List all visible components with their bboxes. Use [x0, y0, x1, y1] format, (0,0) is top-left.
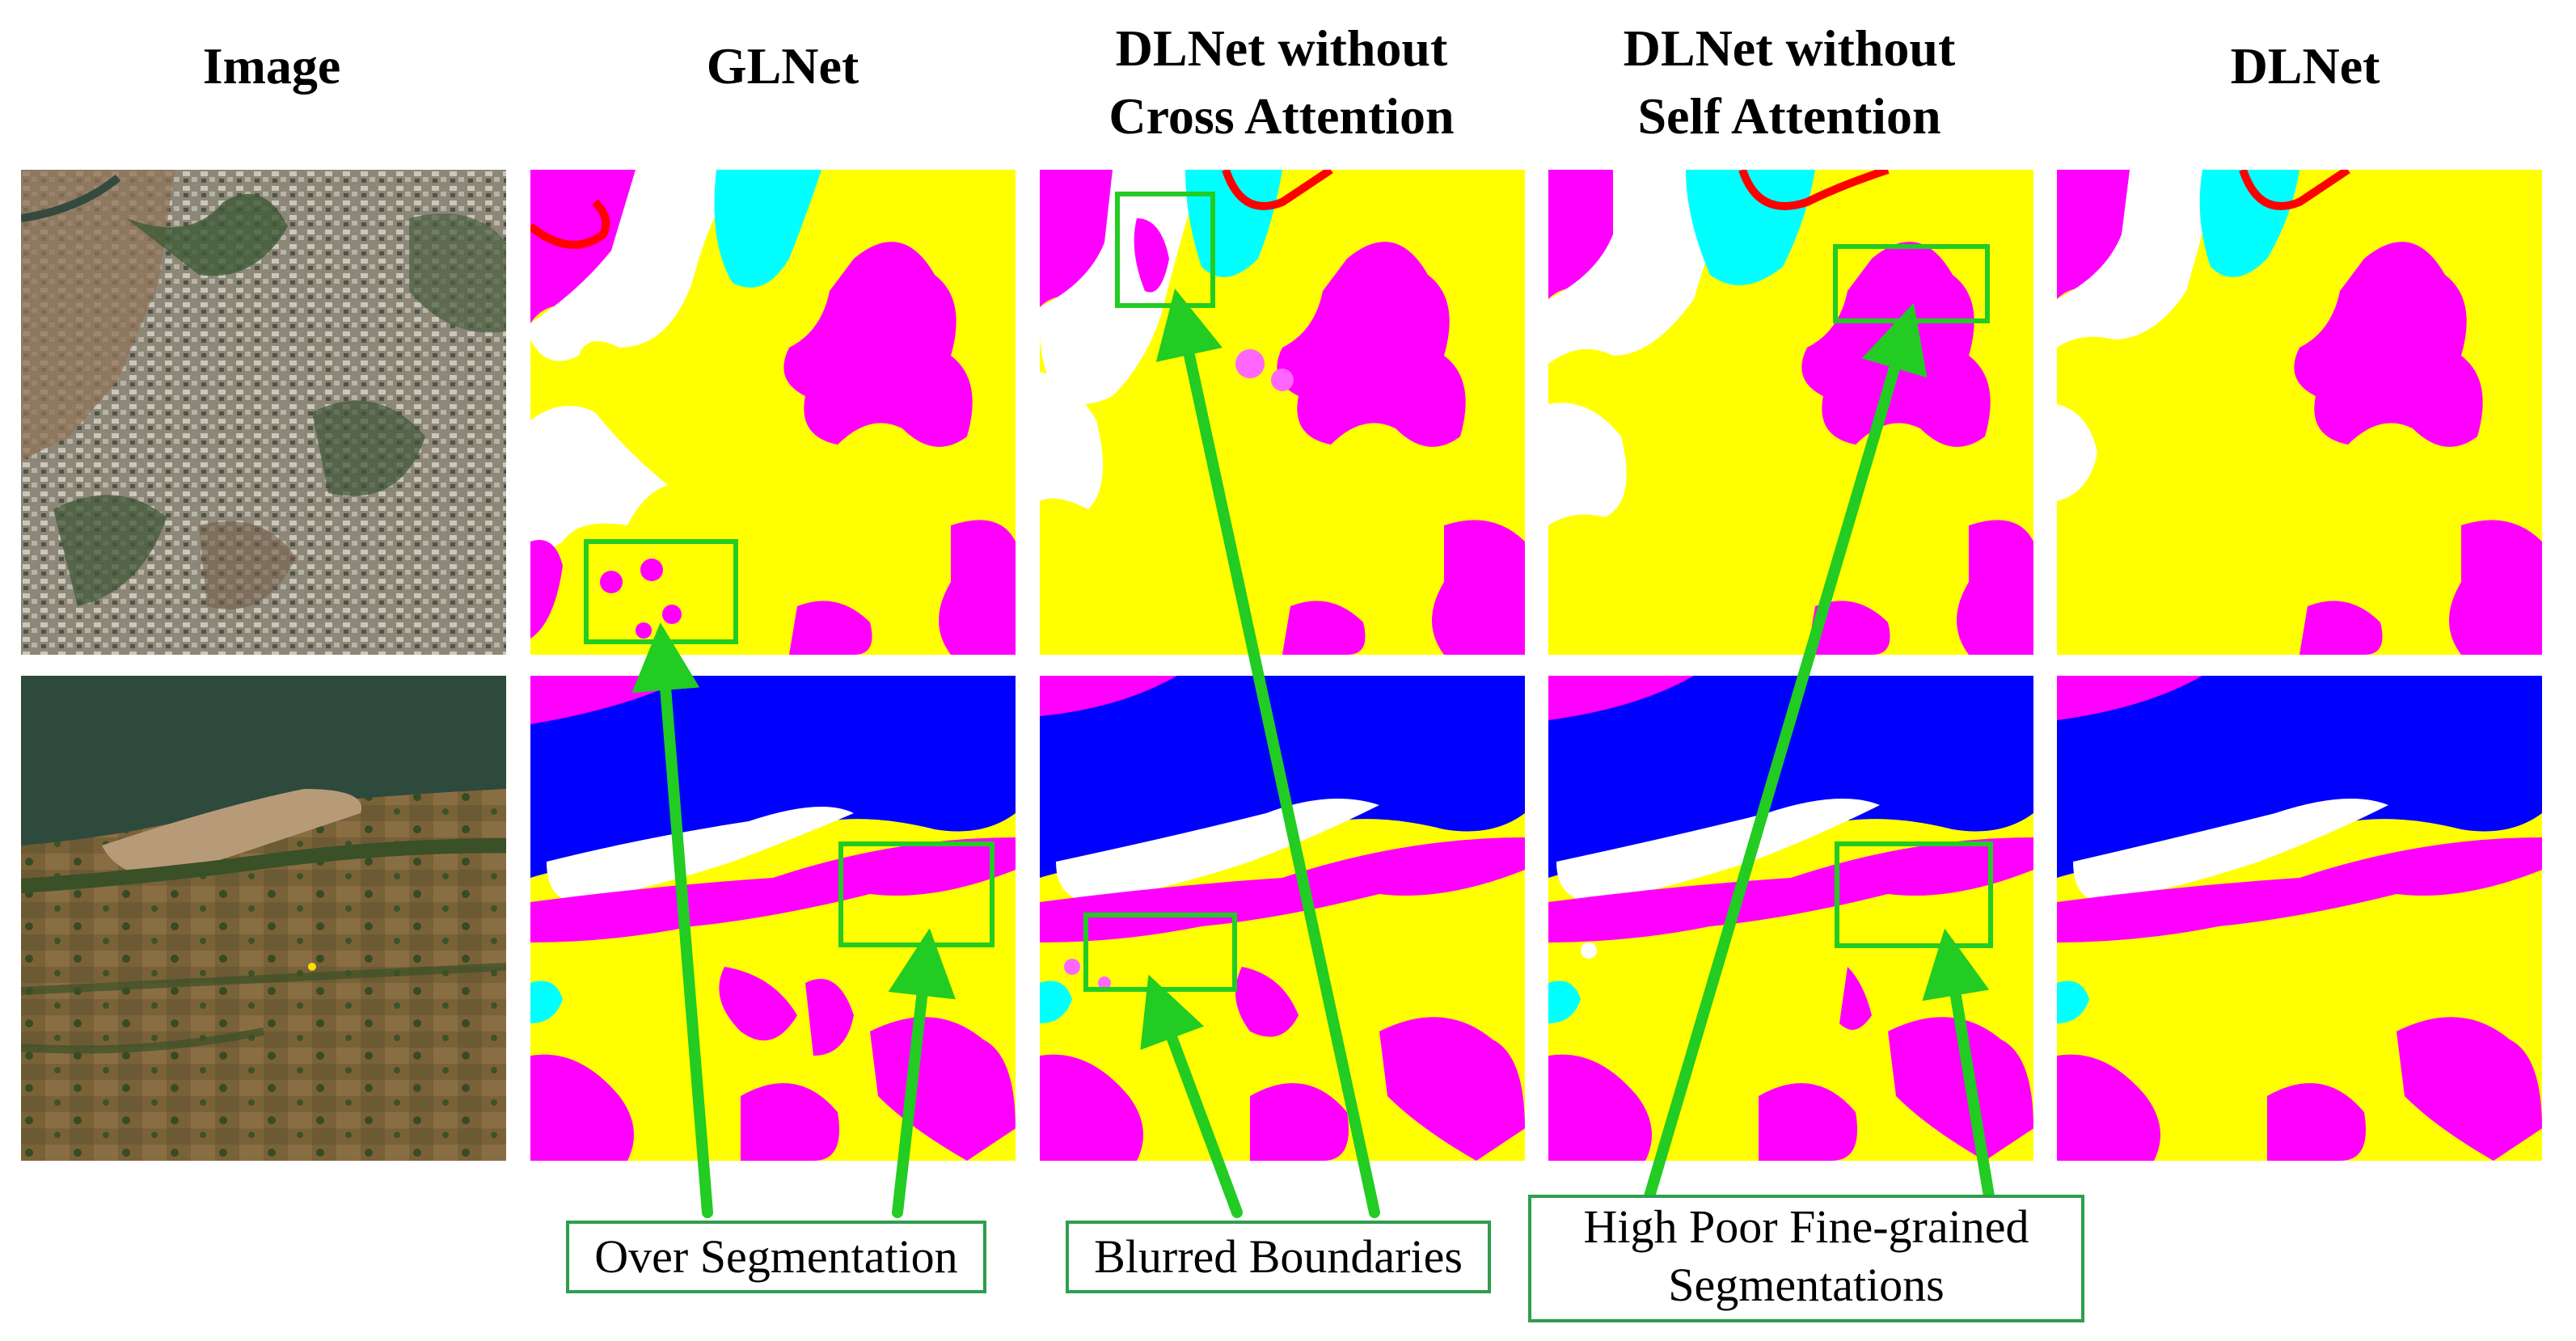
- segmentation-dlnet-row2: [2057, 676, 2542, 1161]
- satellite-image-river: [21, 676, 506, 1161]
- segmentation-dlnet-row1: [2057, 170, 2542, 655]
- segmentation-no-cross-row2: [1040, 676, 1525, 1161]
- header-line-2: Self Attention: [1637, 87, 1941, 145]
- header-dlnet-no-cross-attention: DLNet without Cross Attention: [1039, 15, 1524, 150]
- header-dlnet: DLNet: [2230, 37, 2380, 95]
- callout-fine-grained-line-1: High Poor Fine-grained: [1583, 1200, 2029, 1253]
- satellite-image-urban: [21, 170, 506, 655]
- callout-fine-grained: High Poor Fine-grained Segmentations: [1528, 1195, 2084, 1322]
- segmentation-glnet-row1: [530, 170, 1016, 655]
- header-line-1: DLNet without: [1115, 19, 1448, 77]
- header-line-1: DLNet without: [1623, 19, 1956, 77]
- segmentation-no-self-row1: [1548, 170, 2033, 655]
- callout-fine-grained-line-2: Segmentations: [1668, 1259, 1945, 1311]
- segmentation-no-self-row2: [1548, 676, 2033, 1161]
- callout-over-segmentation: Over Segmentation: [566, 1221, 986, 1293]
- segmentation-glnet-row2: [530, 676, 1016, 1161]
- segmentation-no-cross-row1: [1040, 170, 1525, 655]
- header-image: Image: [202, 37, 341, 95]
- header-line-2: Cross Attention: [1109, 87, 1455, 145]
- header-glnet: GLNet: [706, 37, 859, 95]
- callout-blurred-boundaries: Blurred Boundaries: [1066, 1221, 1491, 1293]
- header-dlnet-no-self-attention: DLNet without Self Attention: [1547, 15, 2032, 150]
